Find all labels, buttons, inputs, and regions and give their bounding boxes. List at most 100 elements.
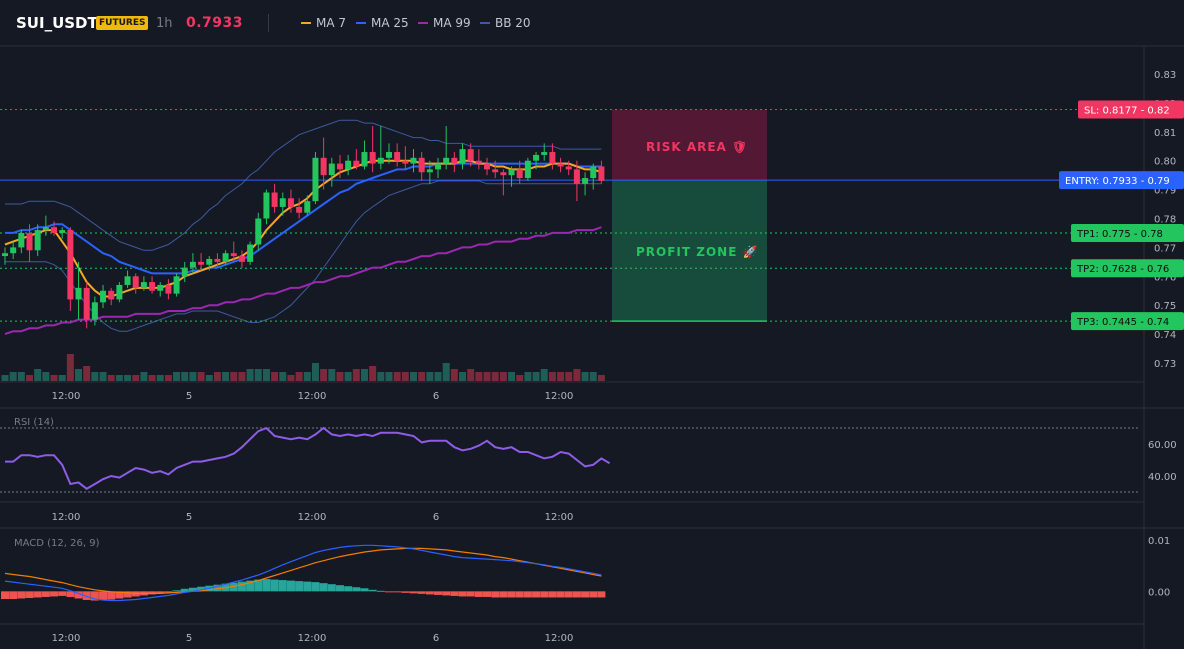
time-axis-tick: 12:00 <box>298 391 327 402</box>
tp3-price-tag[interactable]: TP3: 0.7445 - 0.74 <box>1071 312 1184 331</box>
candle-body <box>116 284 123 300</box>
timeframe-label[interactable]: 1h <box>156 16 173 31</box>
macd-histogram-bar <box>572 591 581 598</box>
rsi-time-axis-tick: 12:00 <box>298 512 327 523</box>
candle-body <box>565 166 572 170</box>
candle-body <box>26 232 33 251</box>
candle-body <box>2 253 8 257</box>
macd-histogram-bar <box>319 583 328 592</box>
volume-bar <box>434 372 442 381</box>
macd-histogram-bar <box>270 579 279 592</box>
macd-histogram-bar <box>434 591 443 595</box>
macd-histogram-bar <box>409 591 418 594</box>
volume-bar <box>213 372 221 381</box>
volume-bar <box>287 375 295 381</box>
candle-body <box>140 282 147 288</box>
candle-body <box>557 163 564 167</box>
macd-histogram-bar <box>229 582 238 592</box>
macd-time-axis-tick: 12:00 <box>545 633 574 644</box>
macd-histogram-bar <box>474 591 483 597</box>
volume-bar <box>156 375 164 381</box>
macd-axis-tick: 0.01 <box>1148 536 1170 547</box>
sl-price-tag[interactable]: SL: 0.8177 - 0.82 <box>1078 100 1184 119</box>
ma99-line <box>4 226 602 336</box>
legend-ma25[interactable]: MA 25 <box>356 16 409 30</box>
macd-histogram-bar <box>237 581 246 592</box>
macd-histogram-bar <box>442 591 451 596</box>
volume-bar <box>279 372 287 381</box>
candle-body <box>296 206 303 213</box>
candle-body <box>100 290 107 303</box>
macd-histogram-bar <box>254 579 263 592</box>
macd-histogram-bar <box>90 591 99 601</box>
volume-bar <box>581 372 589 381</box>
macd-histogram-bar <box>123 591 132 598</box>
macd-histogram-bar <box>303 581 312 592</box>
macd-histogram-bar <box>417 591 426 594</box>
candle-body <box>573 169 580 184</box>
price-axis-tick: 0.79 <box>1154 186 1176 197</box>
macd-signal-line <box>4 547 602 595</box>
symbol-title[interactable]: SUI_USDT <box>16 14 98 32</box>
volume-bar <box>26 375 34 381</box>
macd-title: MACD (12, 26, 9) <box>14 538 100 549</box>
macd-histogram-bar <box>483 591 492 597</box>
entry-price-tag[interactable]: ENTRY: 0.7933 - 0.79 <box>1059 171 1184 190</box>
macd-histogram-bar <box>311 582 320 592</box>
volume-bar <box>238 372 246 381</box>
tp2-price-tag[interactable]: TP2: 0.7628 - 0.76 <box>1071 259 1184 278</box>
volume-bar <box>246 369 254 381</box>
volume-bar <box>418 372 426 381</box>
legend-ma99[interactable]: MA 99 <box>418 16 471 30</box>
candle-body <box>336 163 343 170</box>
volume-bar <box>393 372 401 381</box>
futures-badge: FUTURES <box>96 16 149 30</box>
candle-body <box>222 253 229 262</box>
candle-body <box>238 256 245 262</box>
legend-ma7[interactable]: MA 7 <box>301 16 346 30</box>
macd-axis-tick: 0.00 <box>1148 587 1170 598</box>
volume-bar <box>254 369 262 381</box>
tp3-price-tag-bg <box>1071 312 1184 331</box>
macd-histogram-bar <box>17 591 26 599</box>
macd-histogram-bar <box>589 591 598 598</box>
volume-bar <box>132 375 140 381</box>
volume-bar <box>9 372 17 381</box>
candle-body <box>91 302 98 320</box>
volume-bar <box>352 369 360 381</box>
header-divider <box>268 14 269 32</box>
candle-body <box>418 157 425 173</box>
volume-bar <box>483 372 491 381</box>
tp1-price-tag[interactable]: TP1: 0.775 - 0.78 <box>1071 223 1184 242</box>
volume-bar <box>311 363 319 381</box>
volume-bar <box>17 372 25 381</box>
volume-bar <box>222 372 230 381</box>
volume-bar <box>205 375 213 381</box>
macd-histogram-bar <box>450 591 459 596</box>
volume-bar <box>360 369 368 381</box>
volume-bar <box>442 363 450 381</box>
volume-bar <box>140 372 148 381</box>
time-axis-tick: 12:00 <box>545 391 574 402</box>
rsi-title: RSI (14) <box>14 417 54 428</box>
volume-bar <box>66 354 74 381</box>
macd-histogram-bar <box>376 590 385 592</box>
volume-bar <box>499 372 507 381</box>
candle-body <box>328 163 335 176</box>
macd-histogram-bar <box>188 587 197 592</box>
tp1-price-tag-text: TP1: 0.775 - 0.78 <box>1076 229 1163 240</box>
legend-bb20[interactable]: BB 20 <box>480 16 531 30</box>
macd-histogram-bar <box>33 591 42 598</box>
candle-body <box>255 218 262 245</box>
macd-histogram-bar <box>597 591 606 598</box>
price-axis-tick: 0.77 <box>1154 243 1176 254</box>
volume-bar <box>1 375 9 381</box>
tp3-price-tag-text: TP3: 0.7445 - 0.74 <box>1076 317 1169 328</box>
candle-body <box>75 287 82 300</box>
rsi-time-axis-tick: 6 <box>433 512 439 523</box>
volume-bar <box>34 369 42 381</box>
risk-area-zone <box>612 109 767 181</box>
bb-upper-line <box>5 119 602 251</box>
price-axis-tick: 0.80 <box>1154 157 1176 168</box>
